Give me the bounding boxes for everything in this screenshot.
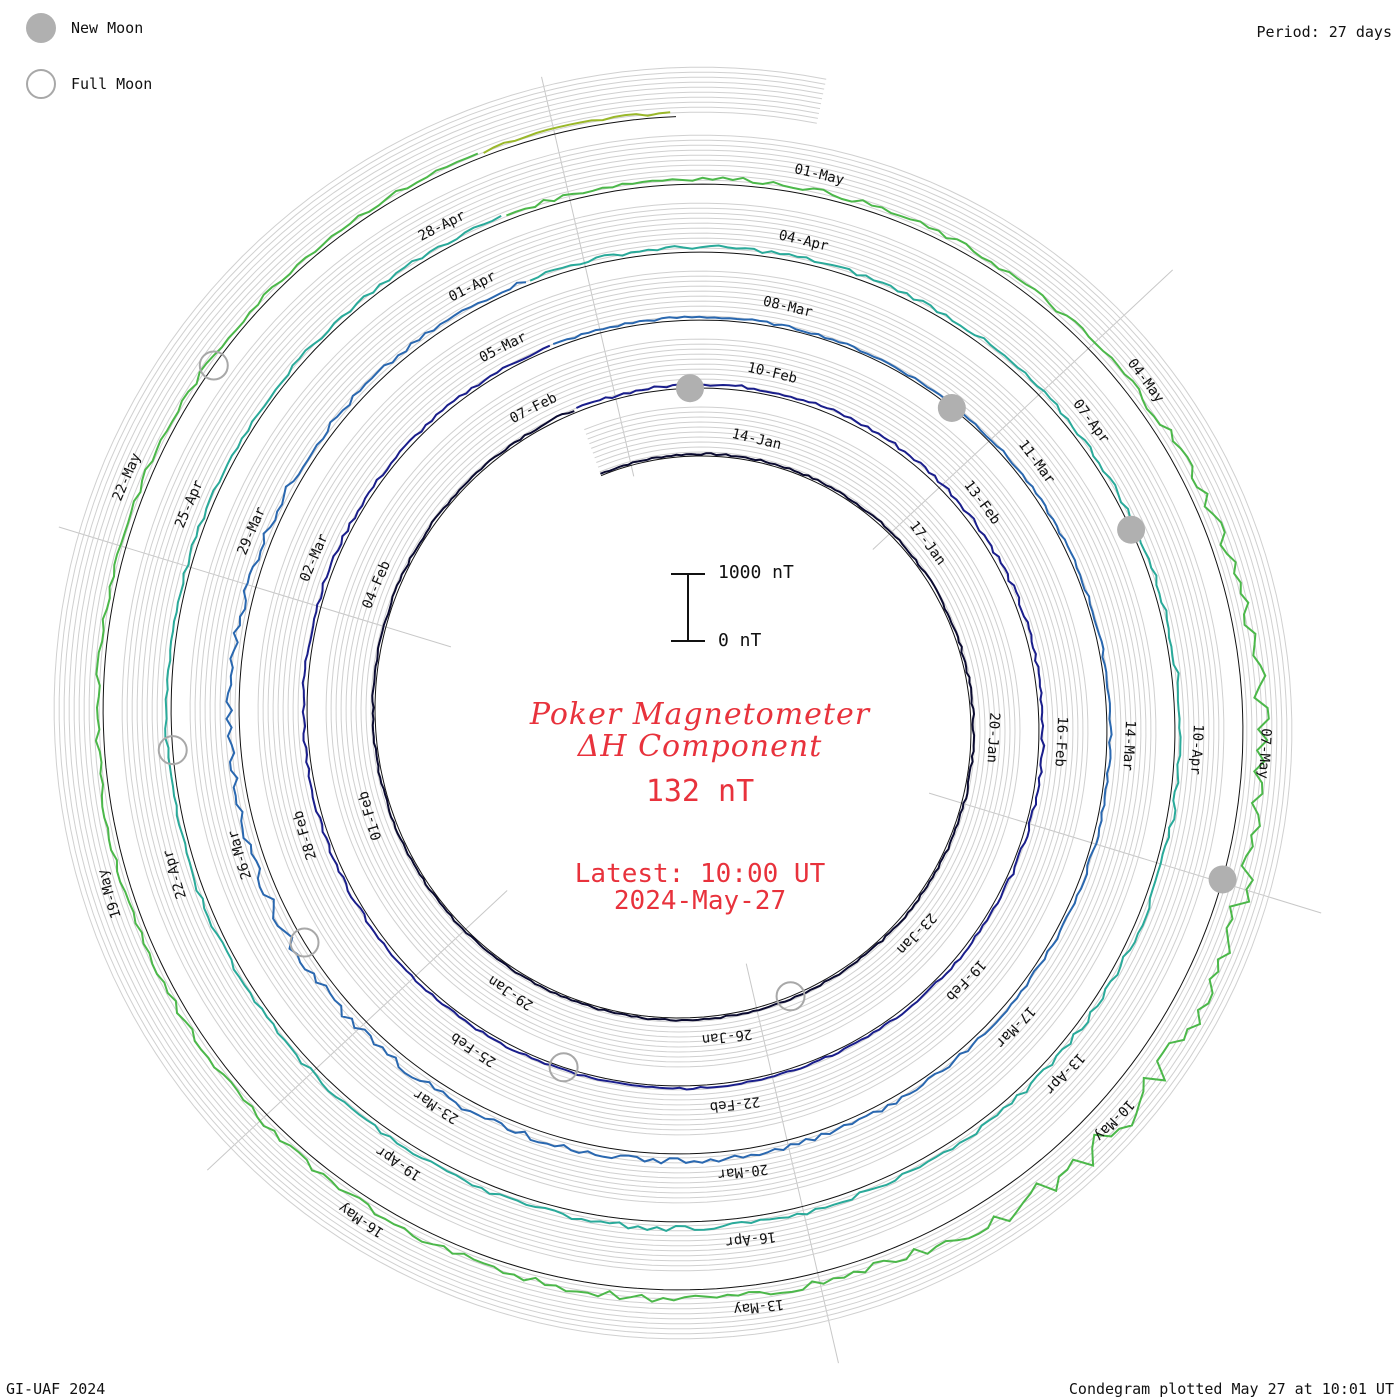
data-trace-turn-4 — [164, 215, 1182, 1232]
date-label: 20-Mar — [717, 1161, 769, 1183]
grid-spoke — [928, 792, 1322, 914]
date-label: 19-May — [95, 867, 125, 920]
scale-bottom-label: 0 nT — [718, 630, 762, 651]
legend-full-moon: Full Moon — [26, 69, 152, 99]
new-moon-marker — [676, 374, 704, 403]
grid-spoke — [541, 76, 635, 477]
date-label: 13-May — [733, 1296, 785, 1318]
date-label: 22-Apr — [160, 848, 190, 901]
date-label: 20-Jan — [983, 712, 1002, 763]
chart-title-line1: Poker Magnetometer — [529, 697, 871, 732]
date-label: 14-Jan — [730, 426, 783, 453]
legend-full-moon-label: Full Moon — [71, 75, 153, 93]
grid-band-line — [73, 86, 1273, 1320]
date-label: 28-Feb — [290, 809, 320, 862]
data-trace-turn-6 — [483, 111, 671, 154]
latest-date: 2024-May-27 — [613, 886, 787, 916]
grid-spoke — [206, 890, 508, 1171]
legend-new-moon: New Moon — [26, 13, 143, 43]
current-value: 132 nT — [645, 774, 755, 809]
date-label: 01-Feb — [355, 789, 385, 842]
moon-layer — [157, 350, 1237, 1083]
data-trace-turn-1 — [371, 410, 976, 1022]
date-label: 16-Feb — [1051, 716, 1070, 767]
date-label: 07-May — [1255, 728, 1274, 779]
date-label: 22-Feb — [709, 1093, 761, 1115]
period-label: Period: 27 days — [1256, 23, 1392, 41]
new-moon-marker — [1208, 865, 1237, 894]
chart-title-line2: ΔH Component — [577, 729, 823, 764]
grid-band-line — [53, 66, 1293, 1340]
plotted-timestamp: Condegram plotted May 27 at 10:01 UT — [1068, 1380, 1394, 1398]
date-label: 26-Jan — [701, 1026, 753, 1048]
legend-new-moon-label: New Moon — [71, 19, 144, 37]
grid-band-line — [98, 111, 1248, 1295]
new-moon-marker — [1117, 515, 1146, 544]
date-label: 10-Apr — [1187, 724, 1206, 775]
full-moon-marker — [157, 735, 188, 766]
full-moon-marker — [775, 981, 806, 1012]
full-moon-marker — [198, 350, 229, 381]
data-trace-turn-2 — [301, 344, 1046, 1091]
scale-bar — [671, 573, 705, 642]
spiral-baseline — [102, 116, 1244, 1291]
data-trace-turn-5 — [94, 152, 1270, 1303]
data-layer — [94, 111, 1270, 1303]
grid-band-line — [83, 96, 1263, 1310]
grid-band-line — [78, 91, 1268, 1315]
full-moon-icon — [26, 69, 56, 99]
full-moon-marker — [548, 1052, 579, 1083]
grid-band-line — [68, 81, 1278, 1325]
grid-band-line — [63, 76, 1283, 1330]
spiral-layer — [102, 116, 1244, 1291]
date-label: 16-Apr — [725, 1228, 777, 1250]
scale-top-label: 1000 nT — [718, 562, 794, 583]
full-moon-marker — [289, 927, 320, 958]
new-moon-marker — [937, 393, 966, 422]
credit-label: GI-UAF 2024 — [6, 1380, 106, 1398]
grid-band-line — [58, 71, 1288, 1335]
date-label: 14-Mar — [1119, 720, 1138, 771]
new-moon-icon — [26, 13, 56, 43]
grid-spoke — [872, 269, 1174, 550]
date-label: 26-Mar — [225, 828, 255, 881]
latest-time: Latest: 10:00 UT — [574, 859, 826, 889]
